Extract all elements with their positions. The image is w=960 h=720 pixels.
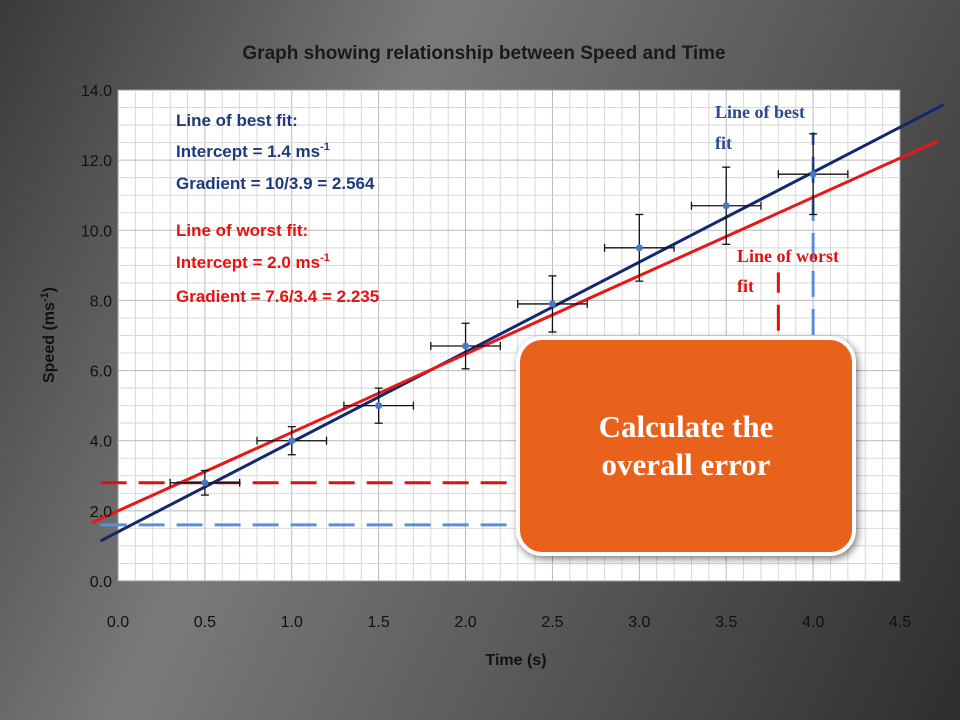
data-point bbox=[548, 300, 556, 308]
x-tick-label: 4.0 bbox=[802, 614, 824, 631]
x-tick-label: 4.5 bbox=[889, 614, 911, 631]
data-point bbox=[288, 437, 296, 445]
best-fit-annotation: Line of best fit: Intercept = 1.4 ms-1 G… bbox=[176, 111, 375, 193]
worst-fit-intercept-text: Intercept = 2.0 ms bbox=[176, 253, 320, 272]
y-tick-label: 6.0 bbox=[90, 364, 112, 381]
x-tick-label: 1.0 bbox=[281, 614, 303, 631]
fit-layer bbox=[91, 103, 945, 543]
worst-fit-line-label-1: Line of worst bbox=[737, 246, 839, 266]
y-tick-label: 12.0 bbox=[81, 153, 112, 170]
best-fit-annotation-gradient: Gradient = 10/3.9 = 2.564 bbox=[176, 174, 375, 193]
data-point bbox=[635, 244, 643, 252]
worst-fit-annotation-line1: Line of worst fit: bbox=[176, 221, 308, 240]
tick-layer: 0.0 0.5 1.0 1.5 2.0 2.5 3.0 3.5 4.0 4.5 0.0 2.0 4.0 6… bbox=[81, 83, 911, 631]
data-point bbox=[201, 479, 209, 487]
best-fit-intercept-text: Intercept = 1.4 ms bbox=[176, 142, 320, 161]
data-point bbox=[375, 402, 383, 410]
x-axis-label: Time (s) bbox=[485, 652, 546, 669]
x-tick-label: 0.5 bbox=[194, 614, 216, 631]
y-axis-label-close: ) bbox=[41, 287, 58, 292]
y-axis-label-main: Speed (ms bbox=[41, 302, 58, 383]
x-tick-label: 0.0 bbox=[107, 614, 129, 631]
y-tick-label: 4.0 bbox=[90, 434, 112, 451]
worst-fit-annotation-gradient: Gradient = 7.6/3.4 = 2.235 bbox=[176, 287, 379, 306]
x-tick-label: 2.5 bbox=[541, 614, 563, 631]
best-fit-line-label-2: fit bbox=[715, 133, 732, 153]
y-tick-label: 14.0 bbox=[81, 83, 112, 100]
y-tick-label: 2.0 bbox=[90, 504, 112, 521]
worst-fit-annotation-intercept: Intercept = 2.0 ms-1 bbox=[176, 252, 330, 272]
point-layer bbox=[169, 133, 849, 496]
worst-fit-annotation: Line of worst fit: Intercept = 2.0 ms-1 … bbox=[176, 221, 379, 306]
chart-title: Graph showing relationship between Speed… bbox=[242, 43, 725, 64]
callout-text: Calculate the overall error bbox=[598, 409, 774, 482]
worst-fit-intercept-sup: -1 bbox=[320, 252, 330, 264]
best-fit-line-label-1: Line of best bbox=[715, 102, 805, 122]
worst-fit-line bbox=[91, 139, 939, 524]
data-point bbox=[462, 342, 470, 350]
data-point bbox=[722, 202, 730, 210]
x-tick-label: 3.0 bbox=[628, 614, 650, 631]
y-tick-label: 10.0 bbox=[81, 223, 112, 240]
x-tick-label: 3.5 bbox=[715, 614, 737, 631]
best-fit-annotation-line1: Line of best fit: bbox=[176, 111, 298, 130]
calculate-error-callout: Calculate the overall error bbox=[516, 336, 856, 556]
x-tick-label: 1.5 bbox=[368, 614, 390, 631]
y-axis-label-sup: -1 bbox=[39, 292, 51, 302]
data-point bbox=[809, 170, 817, 178]
best-fit-line bbox=[99, 103, 945, 543]
y-tick-label: 0.0 bbox=[90, 574, 112, 591]
best-fit-annotation-intercept: Intercept = 1.4 ms-1 bbox=[176, 141, 330, 161]
y-axis-label: Speed (ms-1) bbox=[39, 287, 58, 383]
worst-fit-line-label-2: fit bbox=[737, 276, 754, 296]
x-tick-label: 2.0 bbox=[454, 614, 476, 631]
y-tick-label: 8.0 bbox=[90, 293, 112, 310]
best-fit-intercept-sup: -1 bbox=[320, 141, 330, 153]
